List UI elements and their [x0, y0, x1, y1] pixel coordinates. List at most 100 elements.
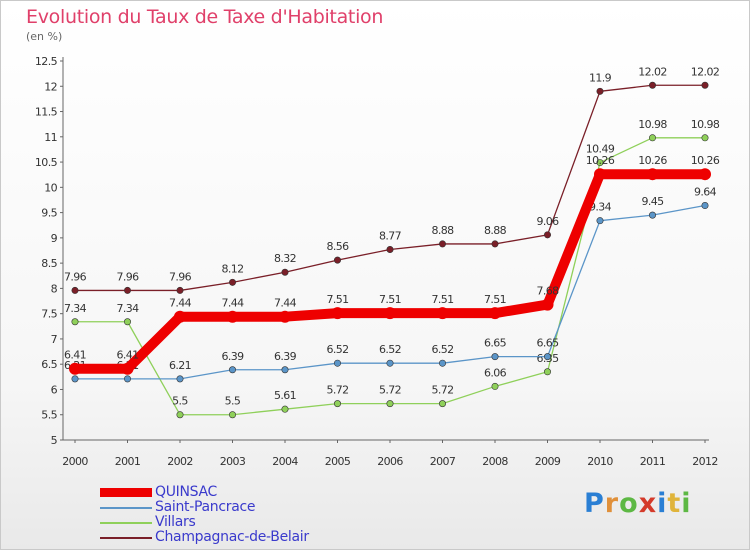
x-tick-label: 2005	[325, 455, 351, 468]
x-tick-label: 2007	[430, 455, 456, 468]
data-label-saint-pancrace: 6.21	[169, 359, 191, 372]
data-point-villars	[438, 400, 446, 408]
unit-label: (en %)	[26, 30, 63, 43]
data-label-saint-pancrace: 9.34	[589, 201, 612, 214]
y-tick-label: 12	[44, 80, 57, 93]
data-label-quinsac: 10.26	[586, 154, 615, 167]
data-label-saint-pancrace: 6.65	[484, 337, 507, 350]
data-point-champagnac-de-belair	[71, 286, 79, 294]
x-tick-label: 2010	[587, 455, 613, 468]
data-label-villars: 5.5	[225, 395, 241, 408]
legend-swatch-villars	[100, 522, 152, 524]
x-tick-label: 2011	[640, 455, 666, 468]
data-label-quinsac: 7.51	[431, 293, 453, 306]
y-tick-label: 6	[51, 383, 58, 396]
data-label-villars: 5.72	[431, 384, 453, 397]
data-label-quinsac: 7.51	[379, 293, 401, 306]
data-point-champagnac-de-belair	[229, 278, 237, 286]
data-label-quinsac: 7.44	[169, 297, 192, 310]
data-label-champagnac-de-belair: 12.02	[638, 65, 667, 78]
data-point-saint-pancrace	[71, 375, 79, 383]
x-tick-label: 2008	[482, 455, 508, 468]
data-point-champagnac-de-belair	[491, 240, 499, 248]
data-point-saint-pancrace	[229, 366, 237, 374]
data-point-saint-pancrace	[438, 359, 446, 367]
y-tick-label: 11.5	[35, 106, 58, 119]
y-tick-label: 8	[51, 282, 58, 295]
data-label-champagnac-de-belair: 8.32	[274, 252, 296, 265]
x-tick-label: 2003	[220, 455, 246, 468]
y-tick-label: 5.5	[41, 409, 57, 422]
data-label-champagnac-de-belair: 8.12	[221, 262, 243, 275]
data-point-saint-pancrace	[596, 217, 604, 225]
data-label-champagnac-de-belair: 11.9	[589, 71, 612, 84]
x-tick-label: 2000	[62, 455, 88, 468]
data-label-champagnac-de-belair: 7.96	[116, 270, 139, 283]
data-label-quinsac: 10.26	[638, 154, 667, 167]
data-label-champagnac-de-belair: 8.56	[326, 240, 349, 253]
data-label-saint-pancrace: 6.39	[221, 350, 244, 363]
data-point-quinsac	[226, 310, 239, 323]
x-tick-label: 2012	[692, 455, 718, 468]
data-label-saint-pancrace: 9.64	[694, 186, 717, 199]
y-tick-label: 7	[51, 333, 58, 346]
y-tick-label: 8.5	[41, 257, 57, 270]
data-label-champagnac-de-belair: 7.96	[64, 270, 87, 283]
data-point-quinsac	[646, 168, 659, 181]
data-label-champagnac-de-belair: 9.06	[536, 215, 559, 228]
data-point-quinsac	[541, 298, 554, 311]
y-tick-label: 10.5	[35, 156, 58, 169]
data-label-quinsac: 7.44	[274, 297, 297, 310]
data-point-villars	[333, 400, 341, 408]
data-label-champagnac-de-belair: 8.88	[484, 224, 507, 237]
data-label-villars: 5.72	[379, 384, 401, 397]
data-point-saint-pancrace	[333, 359, 341, 367]
data-point-villars	[648, 134, 656, 142]
data-label-champagnac-de-belair: 7.96	[169, 270, 192, 283]
data-label-quinsac: 7.44	[221, 297, 244, 310]
legend-swatch-saint-pancrace	[100, 507, 152, 509]
x-tick-label: 2004	[272, 455, 298, 468]
data-point-saint-pancrace	[648, 211, 656, 219]
data-label-villars: 10.49	[586, 143, 615, 156]
data-point-champagnac-de-belair	[596, 87, 604, 95]
data-point-quinsac	[121, 362, 134, 375]
data-point-villars	[176, 411, 184, 419]
x-tick-label: 2006	[377, 455, 403, 468]
data-label-villars: 6.06	[484, 366, 507, 379]
data-point-saint-pancrace	[176, 375, 184, 383]
data-label-saint-pancrace: 6.52	[431, 343, 453, 356]
data-label-villars: 5.5	[172, 395, 188, 408]
legend-label: QUINSAC	[155, 484, 218, 500]
data-point-quinsac	[594, 168, 606, 181]
data-point-saint-pancrace	[124, 375, 132, 383]
data-point-champagnac-de-belair	[701, 81, 709, 89]
data-point-saint-pancrace	[543, 353, 551, 361]
data-label-villars: 10.98	[638, 118, 667, 131]
proxiti-logo: Proxiti	[584, 488, 692, 519]
data-label-champagnac-de-belair: 8.77	[379, 229, 402, 242]
data-label-quinsac: 6.41	[64, 349, 86, 362]
data-label-champagnac-de-belair: 12.02	[691, 65, 720, 78]
data-point-champagnac-de-belair	[438, 240, 446, 248]
y-tick-label: 7.5	[41, 308, 57, 321]
data-point-quinsac	[436, 307, 449, 320]
data-point-villars	[281, 405, 289, 413]
data-point-quinsac	[331, 307, 344, 320]
data-label-saint-pancrace: 6.65	[536, 337, 559, 350]
data-point-quinsac	[699, 168, 711, 181]
legend-label: Champagnac-de-Belair	[155, 529, 309, 545]
chart-title: Evolution du Taux de Taxe d'Habitation	[26, 6, 384, 28]
data-point-saint-pancrace	[386, 359, 394, 367]
data-label-quinsac: 7.51	[484, 293, 506, 306]
data-label-quinsac: 7.51	[326, 293, 348, 306]
y-tick-label: 5	[51, 434, 58, 447]
x-tick-label: 2002	[167, 455, 193, 468]
y-tick-label: 11	[44, 131, 57, 144]
legend-label: Saint-Pancrace	[155, 499, 256, 515]
legend-swatch-champagnac	[100, 537, 152, 539]
data-point-saint-pancrace	[491, 353, 499, 361]
data-label-quinsac: 7.68	[536, 285, 559, 298]
